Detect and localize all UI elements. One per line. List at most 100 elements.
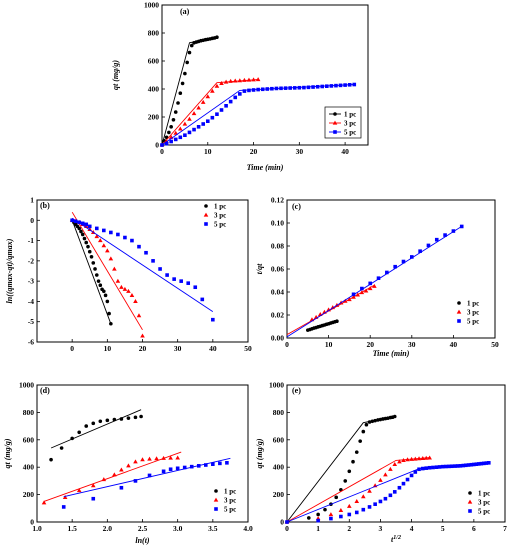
data-point [108, 256, 114, 261]
data-point [482, 461, 486, 466]
data-point [116, 232, 120, 237]
data-point [434, 237, 439, 242]
data-point [77, 220, 81, 225]
data-point [129, 292, 135, 297]
y-tick-label: 0 [30, 216, 34, 225]
legend-box [324, 106, 362, 139]
x-tick-label: 30 [174, 344, 182, 353]
series-line [286, 416, 395, 523]
data-point [420, 456, 426, 461]
data-point [101, 243, 107, 248]
panel-label: (c) [292, 202, 301, 211]
data-point [160, 143, 164, 147]
data-point [246, 77, 252, 82]
data-point [417, 467, 421, 472]
data-point [477, 462, 481, 466]
data-point [463, 463, 468, 468]
data-point [413, 456, 418, 461]
legend-label: 3 pc [224, 497, 236, 505]
data-point [444, 464, 448, 469]
x-axis-label: Time (min) [373, 349, 410, 358]
data-point [173, 110, 178, 114]
x-tick-label: 6 [472, 524, 476, 533]
data-point [373, 502, 377, 506]
y-tick-label: 0.04 [271, 288, 284, 297]
data-point [119, 467, 124, 472]
data-point [107, 311, 111, 316]
data-point [214, 83, 220, 88]
data-point [201, 122, 205, 126]
data-point [41, 500, 47, 505]
data-point [427, 455, 432, 460]
legend-marker [467, 499, 473, 504]
legend-label: 1 pc [478, 490, 490, 498]
x-axis-label: ln(t) [135, 536, 150, 545]
data-point [285, 520, 289, 524]
legend-marker [456, 309, 462, 314]
data-point [459, 224, 464, 229]
data-point [119, 485, 124, 490]
data-point [307, 516, 311, 520]
data-point [358, 439, 362, 443]
series-line [71, 217, 214, 312]
data-point [279, 86, 283, 91]
legend: 1 pc3 pc5 pc [456, 300, 479, 326]
data-point [192, 127, 196, 132]
data-point [315, 84, 320, 89]
data-point [228, 99, 233, 104]
x-tick-label: 30 [296, 147, 304, 156]
data-point [418, 249, 422, 253]
series-line [43, 451, 182, 502]
data-point [185, 60, 189, 65]
series-line [286, 226, 462, 338]
data-point [469, 462, 474, 467]
y-tick-label: 0.08 [271, 242, 284, 251]
y-tick-label: 400 [148, 85, 160, 94]
data-point [265, 87, 270, 91]
y-tick-label: 200 [273, 490, 285, 499]
panel-label: (e) [292, 386, 301, 395]
x-tick-label: 1.5 [67, 524, 77, 533]
data-point [193, 285, 198, 290]
y-axis-label: qt (mg/g) [3, 438, 12, 468]
data-point [472, 462, 476, 467]
data-point [453, 464, 457, 468]
data-point [373, 418, 377, 423]
x-tick-label: 5 [441, 524, 445, 533]
data-point [401, 481, 406, 486]
data-point [105, 248, 110, 253]
data-point [84, 424, 89, 428]
panel-label: (d) [40, 386, 50, 395]
legend: 1 pc3 pc5 pc [324, 106, 362, 139]
x-tick-label: 50 [491, 340, 499, 349]
data-point [359, 290, 365, 295]
data-point [73, 219, 78, 224]
y-tick-label: 0.06 [271, 265, 284, 274]
data-point [165, 273, 169, 277]
data-point [424, 466, 429, 470]
y-tick-label: 400 [273, 463, 285, 472]
data-point [283, 86, 288, 90]
data-point [343, 479, 348, 483]
data-point [466, 463, 471, 467]
data-point [133, 415, 138, 420]
data-point [351, 294, 356, 299]
x-tick-label: 2.0 [103, 524, 113, 533]
data-point [80, 221, 85, 226]
data-point [119, 417, 124, 421]
legend-marker [468, 491, 472, 495]
data-point [393, 264, 397, 269]
data-point [420, 466, 425, 471]
data-point [161, 469, 166, 474]
data-point [376, 276, 381, 280]
series-line [71, 211, 143, 331]
data-point [325, 84, 329, 88]
data-point [187, 50, 192, 55]
data-point [328, 512, 334, 517]
data-point [233, 95, 238, 100]
data-point [274, 86, 279, 91]
data-point [306, 85, 311, 90]
x-tick-label: 3.5 [208, 524, 218, 533]
x-tick-label: 20 [250, 147, 258, 156]
